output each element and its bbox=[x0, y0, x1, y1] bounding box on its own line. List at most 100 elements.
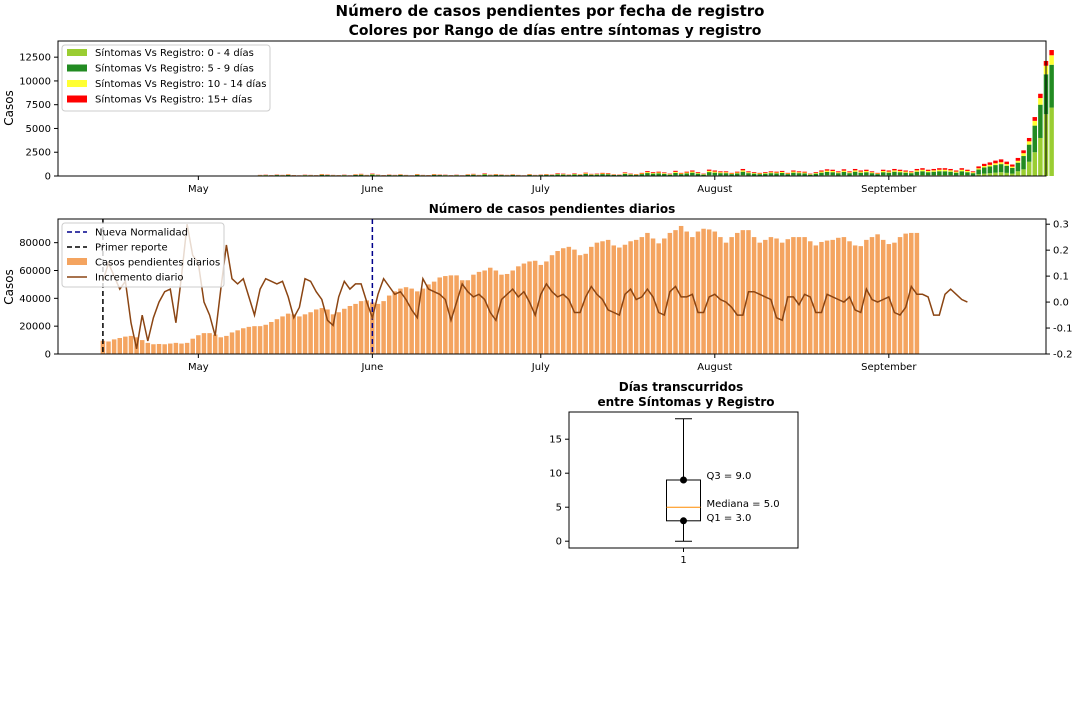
stacked-bar-segment bbox=[931, 171, 936, 176]
stacked-bar-segment bbox=[650, 172, 656, 173]
stacked-bar-segment bbox=[836, 173, 841, 176]
y-tick-label: 15 bbox=[549, 435, 562, 446]
stacked-bar-segment bbox=[892, 171, 897, 176]
stacked-bar-segment bbox=[656, 172, 661, 174]
stacked-bar-segment bbox=[791, 171, 796, 173]
daily-bar bbox=[398, 288, 403, 354]
stacked-bar-segment bbox=[819, 171, 824, 173]
stacked-bar-segment bbox=[886, 172, 892, 176]
stacked-bar-segment bbox=[768, 172, 774, 174]
stacked-bar-segment bbox=[937, 168, 942, 170]
stacked-bar-segment bbox=[892, 168, 897, 171]
legend-swatch bbox=[67, 64, 87, 72]
stacked-bar-segment bbox=[342, 175, 347, 176]
stacked-bar-segment bbox=[645, 172, 650, 174]
stacked-bar-segment bbox=[998, 164, 1004, 173]
daily-bar bbox=[325, 309, 330, 354]
daily-bar bbox=[162, 344, 167, 354]
x-tick-label: September bbox=[861, 184, 917, 195]
daily-bar bbox=[662, 238, 667, 354]
stacked-bar-segment bbox=[510, 174, 515, 176]
daily-bar bbox=[229, 332, 235, 354]
stacked-bar-segment bbox=[673, 170, 678, 172]
stacked-bar-segment bbox=[673, 171, 678, 173]
daily-bar bbox=[111, 339, 117, 354]
stacked-bar-segment bbox=[892, 170, 897, 172]
daily-bar bbox=[892, 242, 897, 354]
stacked-bar-segment bbox=[645, 173, 650, 176]
daily-bar bbox=[330, 314, 336, 354]
stacked-bar-segment bbox=[785, 173, 791, 175]
stacked-bar-segment bbox=[375, 175, 381, 176]
stacked-bar-segment bbox=[650, 172, 656, 174]
stacked-bar-segment bbox=[1004, 164, 1009, 166]
stacked-bar-segment bbox=[982, 163, 987, 167]
stacked-bar-segment bbox=[897, 169, 903, 171]
stacked-bar-segment bbox=[768, 173, 774, 176]
stacked-bar-segment bbox=[1049, 64, 1054, 108]
stacked-bar-segment bbox=[869, 173, 875, 176]
y-tick-label: 0 bbox=[556, 537, 562, 548]
stacked-bar-segment bbox=[763, 173, 768, 176]
daily-bar bbox=[864, 239, 869, 354]
daily-bar bbox=[128, 335, 134, 354]
stacked-bar-segment bbox=[589, 174, 594, 176]
stacked-bar-segment bbox=[819, 170, 824, 172]
y-tick-label: 2500 bbox=[26, 148, 51, 159]
stacked-bar-segment bbox=[690, 171, 695, 173]
daily-bar bbox=[454, 275, 459, 354]
daily-bar bbox=[443, 276, 448, 354]
daily-bar bbox=[723, 242, 729, 354]
stacked-bar-segment bbox=[718, 171, 723, 173]
y-tick-label: 5000 bbox=[26, 124, 51, 135]
stacked-bar-segment bbox=[274, 175, 280, 176]
stacked-bar-segment bbox=[600, 174, 605, 176]
daily-bar bbox=[779, 242, 785, 354]
daily-bar bbox=[712, 231, 718, 354]
stacked-bar-segment bbox=[880, 170, 886, 173]
stacked-bar-segment bbox=[768, 171, 774, 173]
stacked-bar-segment bbox=[1015, 171, 1021, 176]
legend-label: Nueva Normalidad bbox=[95, 228, 188, 239]
y-tick-label: 20000 bbox=[19, 322, 51, 333]
figure-title-line2: Colores por Rango de días entre síntomas… bbox=[349, 23, 762, 39]
daily-bar bbox=[179, 343, 184, 354]
stacked-y-axis: 0 2500 5000 7500 10000 12500 bbox=[19, 53, 58, 183]
stacked-bar-segment bbox=[1038, 137, 1043, 176]
stacked-bar-segment bbox=[325, 175, 330, 176]
stacked-bar-segment bbox=[370, 174, 375, 176]
daily-bar bbox=[819, 241, 824, 354]
daily-bar bbox=[269, 321, 274, 354]
daily-bar bbox=[375, 303, 381, 354]
stacked-bar-segment bbox=[583, 174, 588, 176]
stacked-bar-segment bbox=[830, 170, 835, 173]
daily-bar bbox=[392, 291, 398, 354]
daily-bar bbox=[549, 255, 555, 354]
y-tick-label: 0.2 bbox=[1053, 246, 1069, 257]
stacked-bar-segment bbox=[735, 172, 740, 174]
x-tick-label: May bbox=[188, 184, 209, 195]
daily-bar bbox=[897, 237, 903, 354]
stacked-bar-segment bbox=[757, 173, 762, 175]
stacked-bar-segment bbox=[931, 168, 936, 171]
stacked-bar-segment bbox=[740, 171, 746, 176]
stacked-bar-segment bbox=[920, 168, 925, 170]
daily-bar bbox=[684, 231, 689, 354]
stacked-bar-segment bbox=[976, 166, 981, 169]
daily-bar bbox=[151, 344, 156, 354]
stacked-bar-segment bbox=[482, 173, 487, 175]
x-tick-label: June bbox=[360, 362, 383, 373]
daily-bar bbox=[123, 336, 128, 354]
stacked-bar-segment bbox=[948, 168, 953, 171]
stacked-bar-segment bbox=[319, 174, 325, 176]
daily-bar bbox=[448, 275, 454, 354]
daily-bar bbox=[504, 273, 510, 354]
stacked-bar-segment bbox=[662, 173, 667, 174]
stacked-bar-segment bbox=[886, 171, 892, 173]
stacked-bar-segment bbox=[925, 172, 931, 176]
stacked-bar-segment bbox=[976, 174, 981, 176]
stacked-bar-segment bbox=[735, 173, 740, 176]
stacked-bar-segment bbox=[959, 168, 965, 170]
stacked-bar-segment bbox=[993, 165, 998, 173]
stacked-bar-segment bbox=[678, 174, 684, 176]
